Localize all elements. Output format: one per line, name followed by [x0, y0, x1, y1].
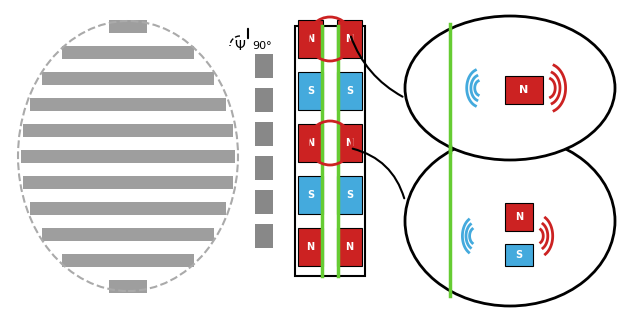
- Bar: [30, 98, 226, 111]
- FancyBboxPatch shape: [109, 279, 146, 293]
- FancyBboxPatch shape: [78, 266, 177, 279]
- Bar: [505, 203, 533, 231]
- Bar: [298, 176, 323, 214]
- FancyBboxPatch shape: [62, 46, 194, 58]
- Bar: [505, 244, 533, 266]
- FancyBboxPatch shape: [51, 58, 206, 71]
- FancyBboxPatch shape: [30, 98, 226, 111]
- Text: S: S: [307, 190, 314, 200]
- Bar: [23, 124, 233, 137]
- FancyBboxPatch shape: [35, 215, 221, 228]
- FancyBboxPatch shape: [51, 240, 206, 253]
- Text: S: S: [515, 250, 523, 260]
- Ellipse shape: [21, 24, 235, 288]
- FancyBboxPatch shape: [26, 111, 231, 124]
- FancyBboxPatch shape: [78, 33, 177, 46]
- FancyBboxPatch shape: [35, 84, 221, 98]
- Bar: [21, 149, 235, 162]
- Text: 90°: 90°: [252, 41, 272, 51]
- Bar: [337, 20, 362, 58]
- Bar: [295, 26, 365, 276]
- Bar: [23, 175, 233, 189]
- Bar: [298, 124, 323, 162]
- FancyBboxPatch shape: [109, 20, 146, 33]
- FancyBboxPatch shape: [21, 149, 235, 162]
- FancyBboxPatch shape: [41, 71, 214, 84]
- Text: N: N: [307, 242, 315, 252]
- Bar: [109, 279, 146, 293]
- Bar: [22, 137, 234, 149]
- Bar: [62, 253, 194, 266]
- Bar: [337, 228, 362, 266]
- Text: $\Psi$: $\Psi$: [234, 39, 246, 53]
- Bar: [255, 190, 273, 214]
- Bar: [505, 76, 543, 104]
- Bar: [51, 58, 206, 71]
- Bar: [337, 124, 362, 162]
- Bar: [78, 266, 177, 279]
- Bar: [26, 189, 231, 202]
- Bar: [62, 46, 194, 58]
- Text: S: S: [307, 86, 314, 96]
- FancyBboxPatch shape: [22, 162, 234, 175]
- Bar: [255, 156, 273, 180]
- Bar: [255, 224, 273, 248]
- Text: N: N: [345, 242, 353, 252]
- Bar: [255, 88, 273, 112]
- Bar: [255, 54, 273, 78]
- Bar: [51, 240, 206, 253]
- Bar: [26, 111, 231, 124]
- Bar: [298, 20, 323, 58]
- Text: N: N: [345, 138, 353, 148]
- Bar: [255, 122, 273, 146]
- Bar: [337, 176, 362, 214]
- FancyBboxPatch shape: [23, 175, 233, 189]
- Ellipse shape: [405, 16, 615, 160]
- Text: S: S: [346, 86, 353, 96]
- Bar: [35, 84, 221, 98]
- FancyBboxPatch shape: [62, 253, 194, 266]
- Bar: [337, 72, 362, 110]
- FancyBboxPatch shape: [22, 137, 234, 149]
- Bar: [78, 33, 177, 46]
- Text: N: N: [515, 212, 523, 222]
- Text: N: N: [519, 85, 528, 95]
- Ellipse shape: [405, 136, 615, 306]
- Bar: [30, 202, 226, 215]
- Bar: [22, 162, 234, 175]
- Text: S: S: [346, 190, 353, 200]
- Bar: [41, 228, 214, 240]
- Bar: [41, 71, 214, 84]
- Text: N: N: [307, 34, 315, 44]
- FancyBboxPatch shape: [26, 189, 231, 202]
- Bar: [298, 72, 323, 110]
- Bar: [35, 215, 221, 228]
- Text: N: N: [345, 34, 353, 44]
- Bar: [298, 228, 323, 266]
- FancyBboxPatch shape: [30, 202, 226, 215]
- FancyBboxPatch shape: [23, 124, 233, 137]
- Bar: [109, 20, 146, 33]
- Text: N: N: [307, 138, 315, 148]
- FancyBboxPatch shape: [41, 228, 214, 240]
